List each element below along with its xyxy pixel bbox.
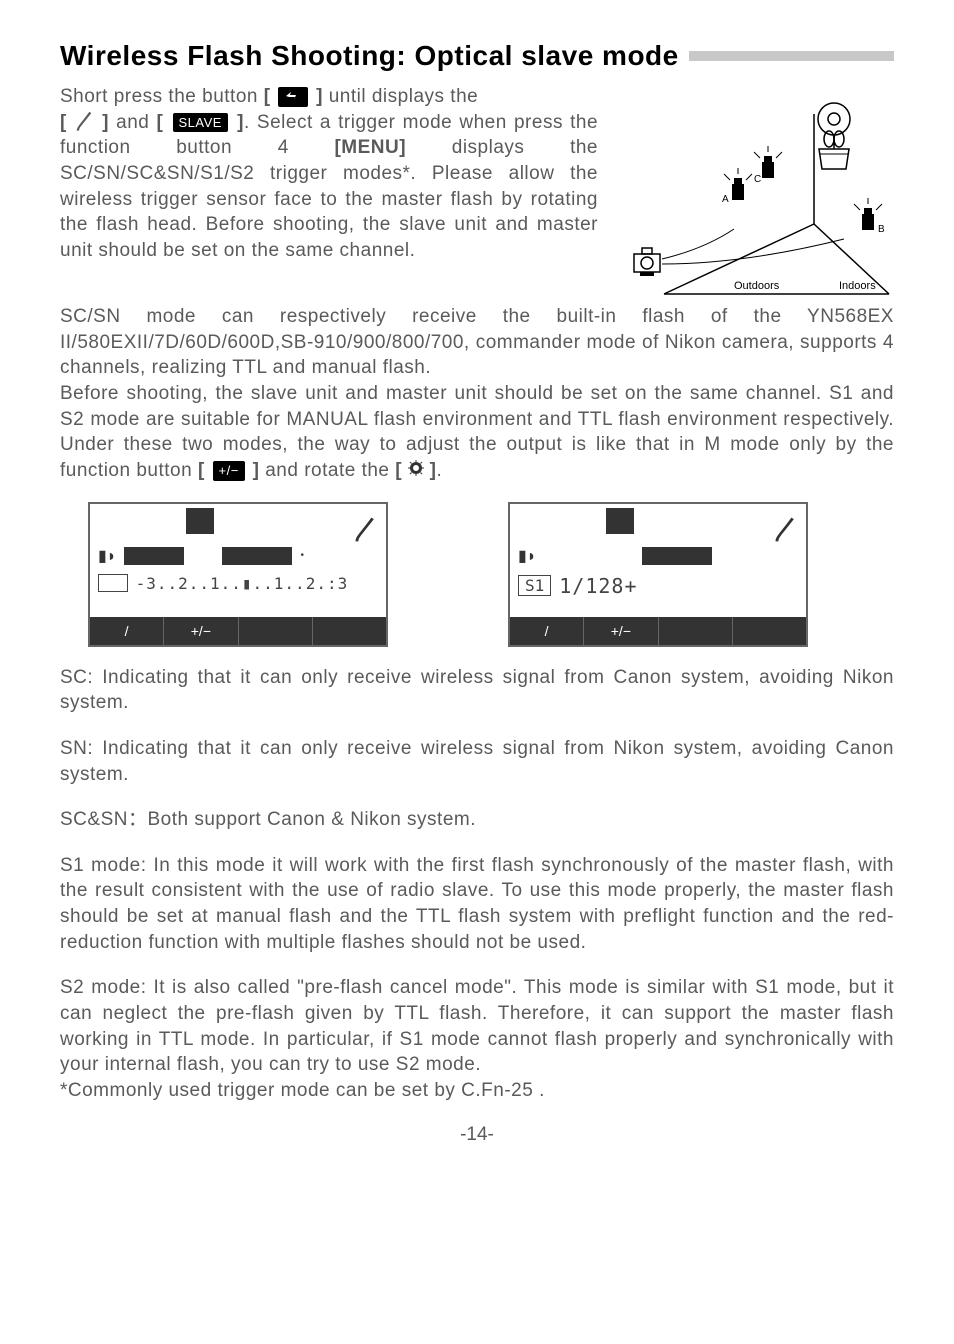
- page-number: -14-: [60, 1124, 894, 1146]
- lcd-block: [642, 547, 712, 565]
- lcd-slash-icon: 〳: [352, 510, 376, 545]
- plusminus-icon: +/−: [213, 461, 245, 481]
- diagram-outdoors: Outdoors: [734, 280, 780, 292]
- para-s2: S2 mode: It is also called "pre-flash ca…: [60, 975, 894, 1078]
- para-sn: SN: Indicating that it can only receive …: [60, 736, 894, 787]
- flash-icon: [278, 87, 308, 107]
- bracket: ]: [230, 112, 244, 133]
- diagram-label-b: B: [878, 224, 885, 235]
- lcd1-bottom: / +/−: [90, 617, 386, 645]
- intro-text: Short press the button [ ] until display…: [60, 84, 598, 263]
- lcd1-scale-row: -3..2..1..▮..1..2.:3: [90, 572, 386, 595]
- lcd-screen-2: 〳 ▮◗ S1 1/128+ / +/−: [508, 502, 808, 647]
- intro-line2a: and: [116, 112, 156, 133]
- para-scsn: SC&SN：Both support Canon & Nikon system.: [60, 807, 894, 833]
- lcd1-scale: -3..2..1..▮..1..2.:3: [136, 574, 349, 593]
- lcd2-bottom: / +/−: [510, 617, 806, 645]
- slave-icon: SLAVE: [173, 113, 228, 133]
- title-bar: [689, 51, 894, 61]
- diagram-label-c: C: [754, 174, 761, 185]
- diagram-label-a: A: [722, 194, 729, 205]
- lcd-row: 〳 ▮◗ • -3..2..1..▮..1..2.:3 / +/− 〳 ▮◗: [60, 502, 894, 647]
- lcd2-btn1: /: [510, 617, 584, 645]
- diagram-indoors: Indoors: [839, 280, 876, 292]
- para3b: and rotate the: [265, 460, 395, 481]
- lcd-slash-icon: 〳: [772, 510, 796, 545]
- lcd2-btn4: [733, 617, 806, 645]
- lcd2-btn3: [659, 617, 733, 645]
- lcd2-btn2: +/−: [584, 617, 658, 645]
- lcd2-top: [510, 504, 806, 544]
- bracket: [: [60, 112, 74, 133]
- bracket: ]: [95, 112, 109, 133]
- para-sc: SC: Indicating that it can only receive …: [60, 665, 894, 716]
- lcd-box-empty: [98, 574, 128, 592]
- para-before-shooting: Before shooting, the slave unit and mast…: [60, 381, 894, 484]
- bracket: ]: [424, 460, 437, 481]
- lcd2-mid: ▮◗: [510, 544, 806, 568]
- bracket: ]: [310, 86, 323, 107]
- bracket: [: [157, 112, 171, 133]
- bracket: ]: [247, 460, 260, 481]
- lcd1-top: [90, 504, 386, 544]
- para-scsn-mode: SC/SN mode can respectively receive the …: [60, 304, 894, 381]
- menu-label: [MENU]: [334, 137, 406, 158]
- bracket: [: [264, 86, 277, 107]
- lcd2-mode-box: S1: [518, 575, 551, 596]
- lcd1-btn4: [313, 617, 386, 645]
- title-row: Wireless Flash Shooting: Optical slave m…: [60, 40, 894, 72]
- bracket: [: [198, 460, 211, 481]
- lcd1-mid: ▮◗ •: [90, 544, 386, 568]
- para-s1: S1 mode: In this mode it will work with …: [60, 853, 894, 956]
- lcd1-btn1: /: [90, 617, 164, 645]
- footnote: *Commonly used trigger mode can be set b…: [60, 1078, 894, 1104]
- lcd-dot: •: [300, 550, 304, 561]
- para3a: Before shooting, the slave unit and mast…: [60, 383, 894, 481]
- lcd1-btn2: +/−: [164, 617, 238, 645]
- intro-line1b: until displays the: [329, 86, 478, 107]
- lcd-block: [606, 508, 634, 534]
- lcd2-value: 1/128+: [559, 574, 637, 598]
- intro-line1a: Short press the button: [60, 86, 264, 107]
- lcd-screen-1: 〳 ▮◗ • -3..2..1..▮..1..2.:3 / +/−: [88, 502, 388, 647]
- lcd2-value-row: S1 1/128+: [510, 572, 806, 600]
- lcd-camera-icon: ▮◗: [518, 546, 536, 566]
- bracket: [: [395, 460, 408, 481]
- placement-diagram: C A B: [614, 84, 894, 304]
- lcd-camera-icon: ▮◗: [98, 546, 116, 566]
- lcd1-btn3: [239, 617, 313, 645]
- lcd-block: [124, 547, 184, 565]
- lcd-block: [222, 547, 292, 565]
- page-title: Wireless Flash Shooting: Optical slave m…: [60, 40, 679, 72]
- dial-icon: [408, 458, 424, 484]
- top-section: Short press the button [ ] until display…: [60, 84, 894, 304]
- lcd-block: [186, 508, 214, 534]
- pulse-icon: 〳: [74, 112, 95, 133]
